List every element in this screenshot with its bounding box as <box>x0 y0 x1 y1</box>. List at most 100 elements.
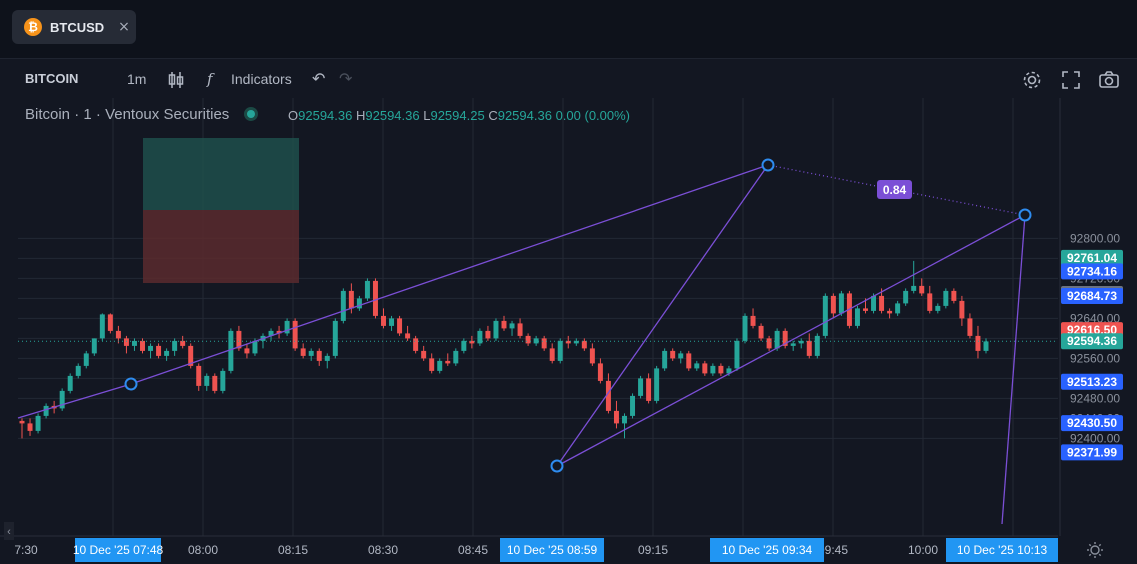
candle-body <box>180 340 186 346</box>
candle-body <box>911 285 917 291</box>
candle-body <box>356 298 362 309</box>
high-label: H <box>355 108 366 123</box>
candle-body <box>983 341 989 351</box>
candle-body <box>437 360 443 371</box>
candle-body <box>35 415 41 431</box>
open-label: O <box>288 108 299 123</box>
fullscreen-icon[interactable] <box>1061 59 1081 99</box>
price-axis[interactable]: 92800.0092720.0092640.0092560.0092520.00… <box>1059 98 1137 564</box>
candle-body <box>236 330 242 349</box>
close-value: 92594.36 <box>497 108 552 123</box>
drawing-anchor <box>1018 208 1032 222</box>
candle-body <box>477 330 483 344</box>
candles <box>18 260 1058 439</box>
candles-icon <box>168 72 184 89</box>
price-chart[interactable]: 0.84 92800.0092720.0092640.0092560.00925… <box>0 98 1137 564</box>
loss-zone <box>143 210 299 283</box>
change-value: 0.00 (0.00%) <box>555 108 631 123</box>
close-tab-icon[interactable]: × <box>118 19 130 35</box>
price-tick-label: 92800.00 <box>1070 231 1120 245</box>
indicators-button[interactable]: Indicators <box>231 71 292 87</box>
candle-body <box>340 290 346 321</box>
legend-sep: · <box>95 106 101 123</box>
candle-body <box>501 320 507 329</box>
interval-button[interactable]: 1m <box>127 71 147 87</box>
redo-icon[interactable]: ↷ <box>339 69 353 88</box>
sun-icon-ray <box>1098 543 1102 547</box>
candle-body <box>750 315 756 326</box>
candle-body <box>557 340 563 361</box>
candle-body <box>887 310 893 314</box>
candle-body <box>308 350 314 356</box>
trend-drawings[interactable]: 0.84 <box>17 158 1032 525</box>
candle-body <box>863 308 868 311</box>
candle-body <box>854 308 860 326</box>
symbol-tab[interactable]: ₿ BTCUSD × <box>12 10 136 44</box>
candle-body <box>220 370 226 391</box>
time-tick-label: 09:45 <box>818 543 848 557</box>
candle-body <box>774 330 780 349</box>
candle-body <box>822 295 828 336</box>
candle-body <box>300 348 306 356</box>
low-label: L <box>423 108 431 123</box>
price-badge-label: 92734.16 <box>1067 264 1117 278</box>
candle-body <box>421 350 427 359</box>
drawing-anchor <box>550 459 564 473</box>
candle-body <box>123 338 129 346</box>
price-badge <box>1061 415 1123 432</box>
camera-icon[interactable] <box>1098 59 1120 99</box>
sun-icon-ray <box>1088 543 1092 547</box>
time-badge <box>500 538 604 562</box>
tab-bar: ₿ BTCUSD × <box>0 0 1137 58</box>
candle-body <box>686 353 692 369</box>
candle-body <box>798 340 804 344</box>
symbol-tab-label: BTCUSD <box>50 19 105 35</box>
price-tick-label: 92400.00 <box>1070 431 1120 445</box>
candle-body <box>830 295 836 314</box>
fx-icon[interactable]: f <box>207 70 213 88</box>
candle-body <box>742 315 748 341</box>
candle-body <box>268 330 274 336</box>
symbol-search-button[interactable]: BITCOIN <box>25 71 79 86</box>
settings-gear-icon[interactable] <box>1021 59 1043 99</box>
candle-body <box>43 405 49 416</box>
candle-body <box>429 358 435 371</box>
candle-body <box>324 355 330 361</box>
candle-body <box>646 378 652 401</box>
chevron-left-icon: ‹ <box>7 526 11 538</box>
time-badge-label: 10 Dec '25 09:34 <box>722 543 813 557</box>
candle-body <box>565 340 571 344</box>
candle-body <box>228 330 234 371</box>
time-badge-label: 10 Dec '25 08:59 <box>507 543 598 557</box>
candle-body <box>67 375 73 391</box>
candle-body <box>148 345 154 351</box>
position-zone[interactable] <box>143 138 299 283</box>
candle-body <box>975 335 981 351</box>
candle-body <box>140 340 145 351</box>
candle-body <box>581 340 587 349</box>
undo-icon[interactable]: ↶ <box>312 69 326 88</box>
candle-body <box>525 335 531 344</box>
market-status-icon[interactable] <box>247 110 256 119</box>
price-badge-label: 92371.99 <box>1067 445 1117 459</box>
candle-body <box>702 363 708 374</box>
candle-body <box>935 305 941 311</box>
time-tick-label: 08:00 <box>188 543 218 557</box>
candle-body <box>196 365 202 386</box>
candle-body <box>252 340 258 354</box>
candle-body <box>605 380 611 411</box>
candle-body <box>172 340 178 351</box>
candle-body <box>485 330 491 339</box>
candle-body <box>541 338 547 349</box>
chart-type-button[interactable] <box>168 59 186 99</box>
candle-body <box>316 350 322 361</box>
legend-interval: 1 <box>83 106 92 123</box>
time-axis[interactable]: 7:30 08:00 08:15 08:30 08:45 09:15 09:45 10:00 1… <box>0 522 1137 564</box>
candle-body <box>533 338 539 344</box>
candle-body <box>726 368 732 374</box>
candle-body <box>405 333 411 339</box>
candle-body <box>895 303 901 314</box>
time-badge-label: 10 Dec '25 07:48 <box>73 543 164 557</box>
candle-body <box>204 375 210 386</box>
candle-body <box>903 290 909 304</box>
